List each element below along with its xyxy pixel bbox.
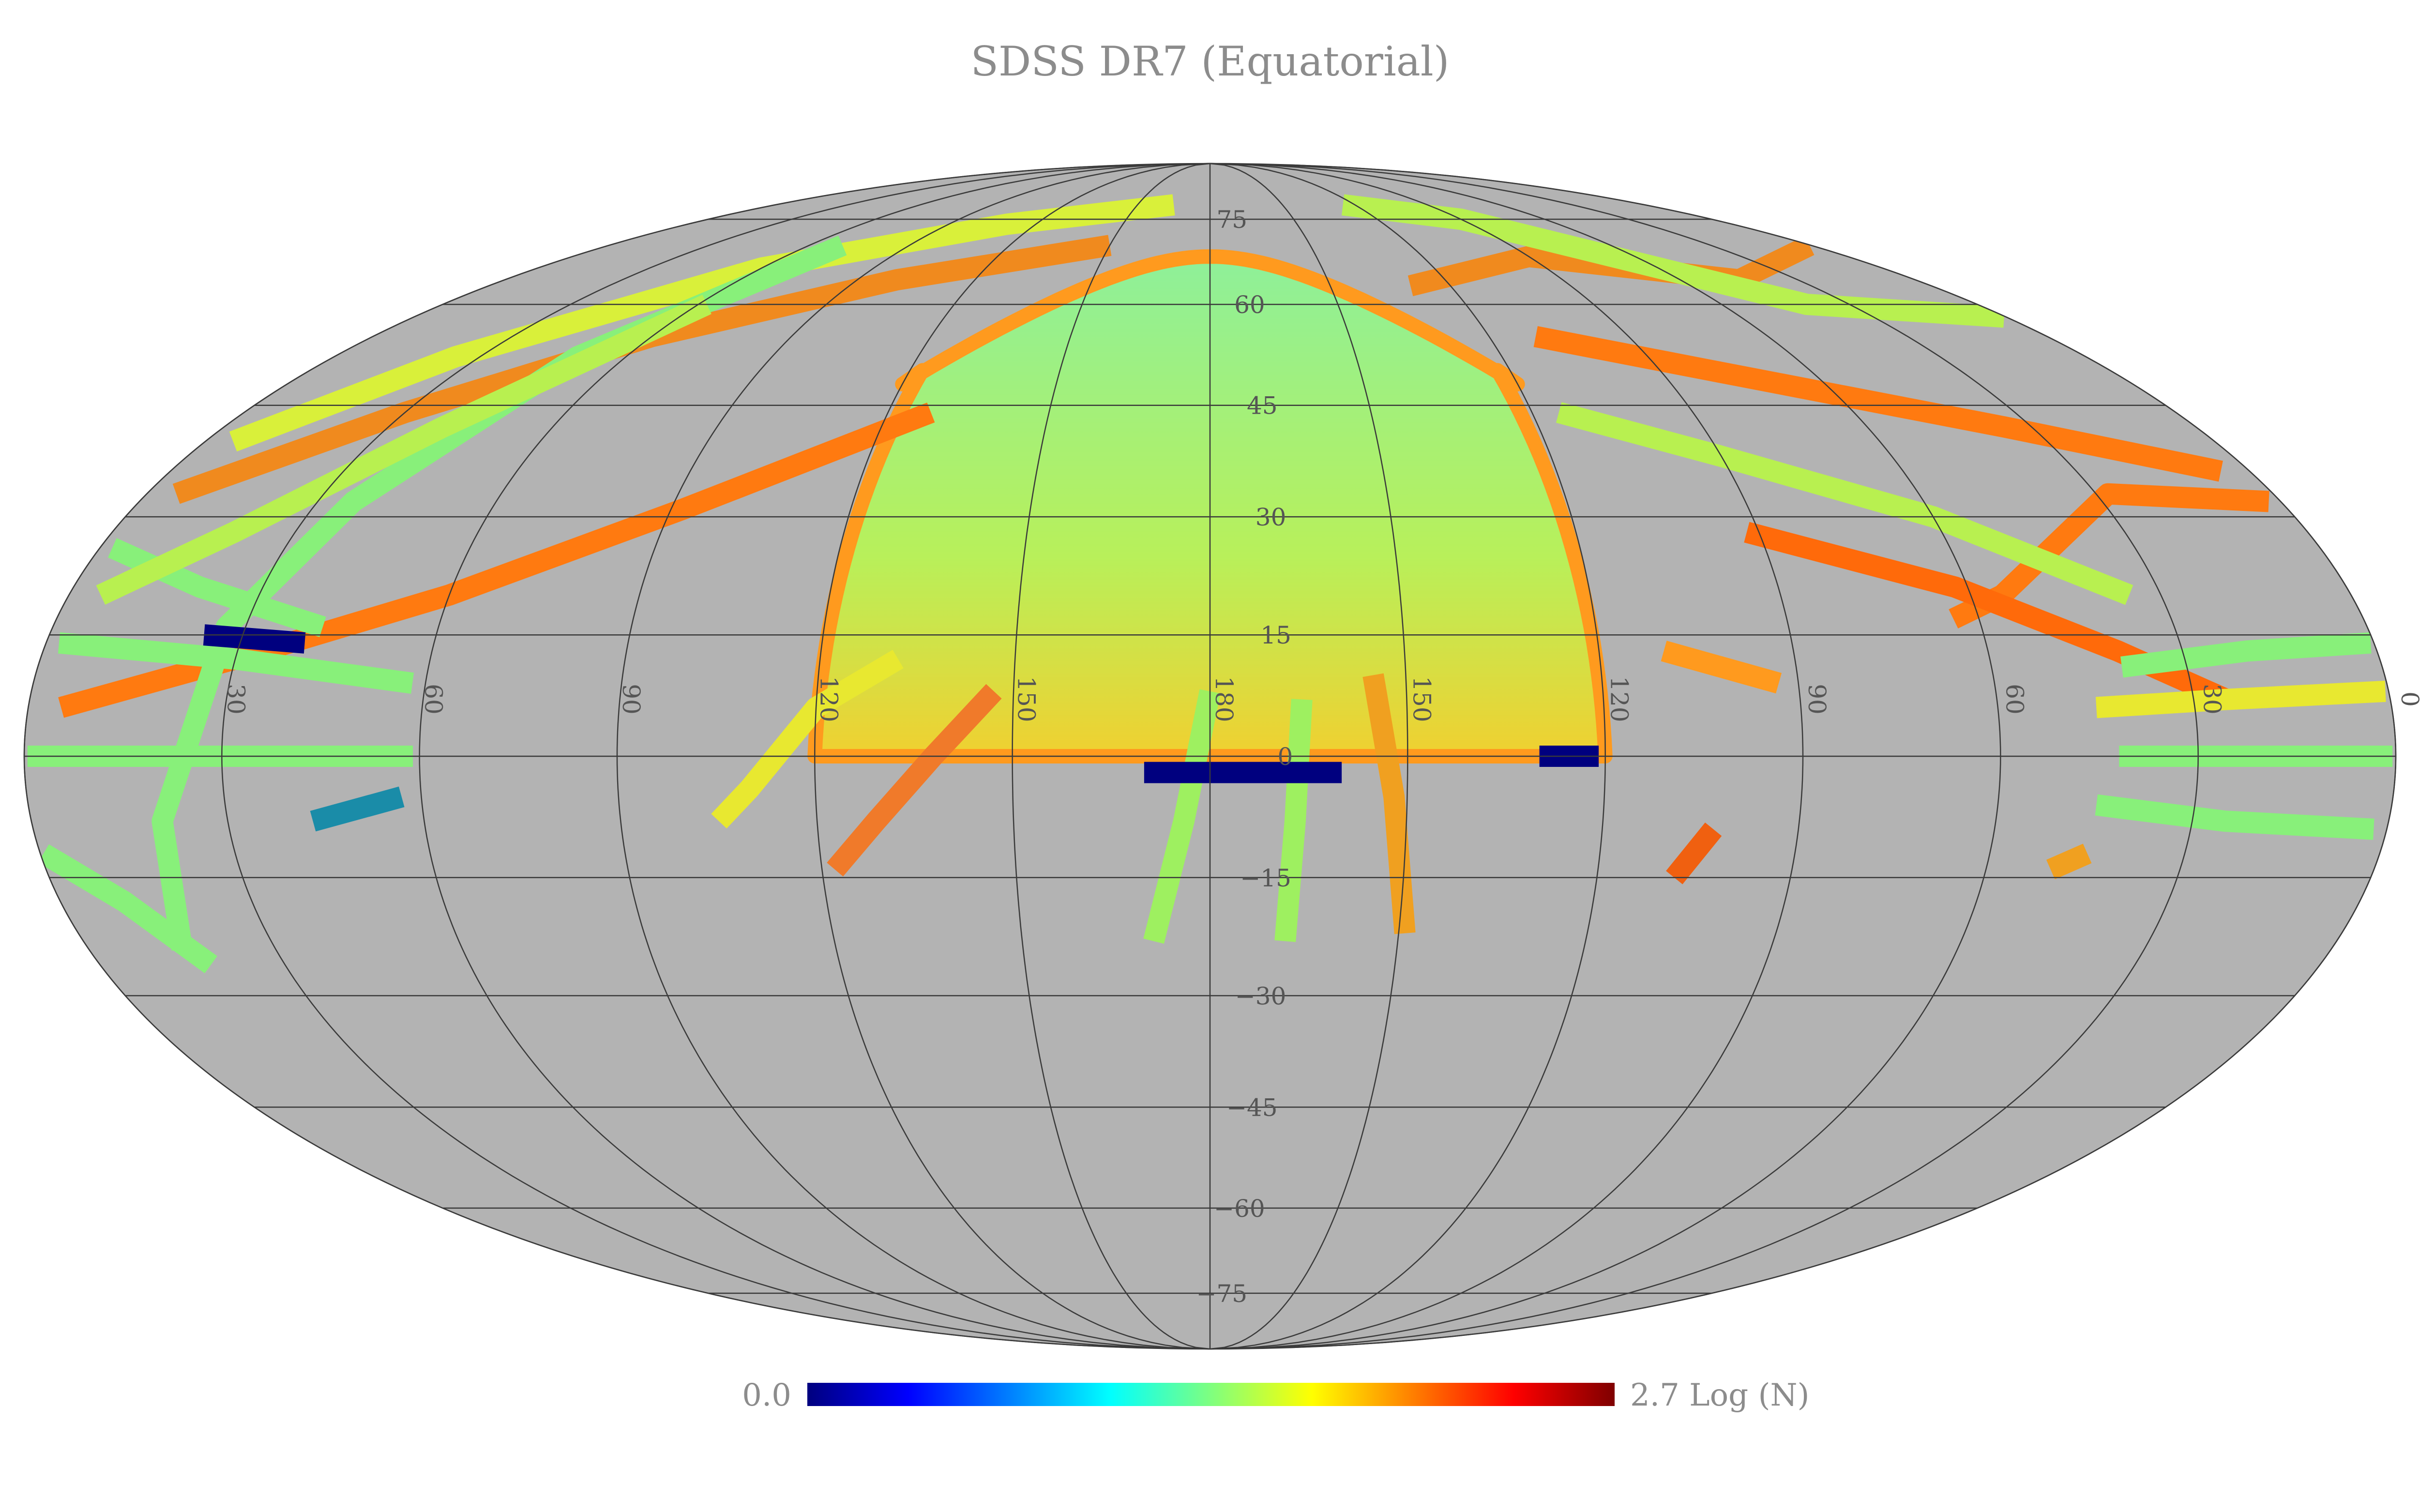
ra-tick-label: 60 <box>420 684 448 715</box>
coverage-stripe <box>2120 632 2372 678</box>
ra-tick-label: 60 <box>2000 684 2028 715</box>
ra-tick-label: 120 <box>1605 676 1634 722</box>
coverage-stripe <box>1744 522 2231 709</box>
coverage-stripe <box>1274 699 1313 943</box>
ra-tick-label: 180 <box>1210 676 1238 722</box>
grid-labels: 75604530150−15−30−45−60−7503060901201501… <box>222 206 2420 1308</box>
coverage-stripe <box>1533 326 2223 482</box>
colorbar-min-label: 0.0 <box>742 1377 791 1413</box>
coverage-stripe <box>2046 843 2092 880</box>
dec-tick-label: 45 <box>1247 392 1278 420</box>
coverage-stripe <box>2095 794 2375 840</box>
dec-tick-label: −45 <box>1226 1093 1278 1122</box>
coverage-stripe <box>1341 194 2005 328</box>
graticule <box>23 163 2397 1350</box>
ra-tick-label: 30 <box>2198 684 2226 715</box>
ra-tick-label: 150 <box>1407 676 1436 722</box>
sky-border <box>23 163 2397 1350</box>
ra-tick-label: 90 <box>1803 684 1831 715</box>
coverage-stripe <box>107 538 326 637</box>
coverage-layer <box>27 194 2393 973</box>
coverage-stripe <box>1362 673 1416 934</box>
map-title: SDSS DR7 (Equatorial) <box>970 38 1449 85</box>
coverage-stripe <box>1556 402 2133 605</box>
ra-tick-label: 90 <box>617 684 645 715</box>
coverage-stripe <box>711 650 904 829</box>
dec-tick-label: 30 <box>1255 503 1286 531</box>
colorbar: 0.0 2.7 Log (N) <box>742 1377 1809 1413</box>
dec-tick-label: −75 <box>1196 1280 1248 1308</box>
coverage-stripe <box>203 624 306 654</box>
colorbar-max-label: 2.7 Log (N) <box>1630 1377 1809 1413</box>
dec-tick-label: 75 <box>1216 206 1247 234</box>
ra-tick-label: 120 <box>815 676 843 722</box>
dec-tick-label: 15 <box>1260 621 1291 649</box>
ra-tick-label: 0 <box>2396 691 2420 707</box>
coverage-stripe <box>1666 823 1722 884</box>
coverage-stripe <box>827 684 1002 877</box>
coverage-stripe <box>1661 641 1782 694</box>
coverage-stripe <box>96 295 711 605</box>
coverage-stripe <box>2095 680 2386 719</box>
coverage-stripe <box>38 844 217 973</box>
coverage-stripe <box>1143 689 1221 944</box>
dec-tick-label: 60 <box>1234 291 1265 319</box>
dec-tick-label: 0 <box>1277 743 1293 771</box>
colorbar-gradient <box>807 1383 1615 1406</box>
dec-tick-label: −30 <box>1235 982 1286 1010</box>
dec-tick-label: −15 <box>1240 864 1291 892</box>
dec-tick-label: −60 <box>1214 1195 1265 1223</box>
ra-tick-label: 30 <box>222 684 250 715</box>
ra-tick-label: 150 <box>1013 676 1041 722</box>
coverage-stripe <box>310 786 405 832</box>
